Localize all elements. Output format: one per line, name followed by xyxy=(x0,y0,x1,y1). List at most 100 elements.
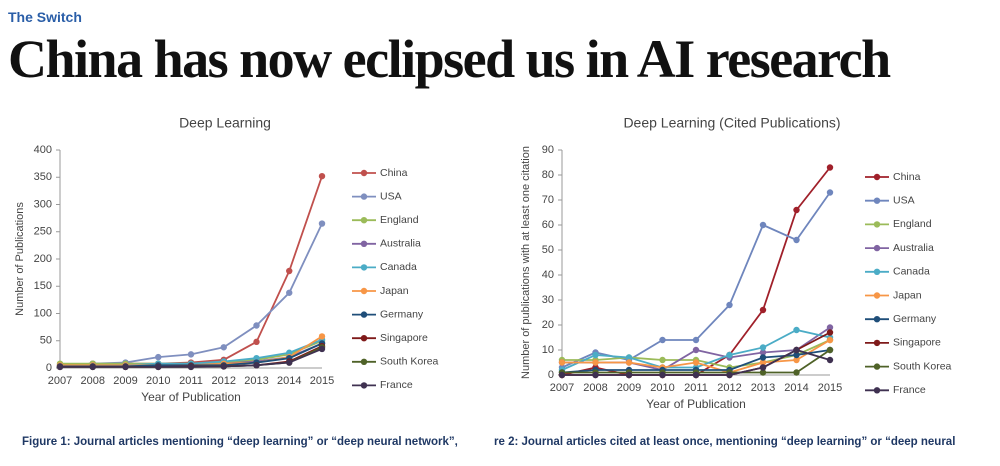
data-point xyxy=(625,359,633,366)
legend-label: Japan xyxy=(893,289,922,301)
data-point xyxy=(826,164,834,171)
y-axis-label: Number of Publications xyxy=(14,202,26,316)
data-point xyxy=(318,333,326,340)
x-tick-label: 2013 xyxy=(244,375,268,387)
x-tick-label: 2015 xyxy=(310,375,334,387)
data-point xyxy=(759,221,767,229)
y-tick-label: 350 xyxy=(34,171,52,183)
legend-marker xyxy=(360,240,368,247)
data-point xyxy=(558,359,566,366)
x-tick-label: 2010 xyxy=(146,375,170,387)
legend-marker xyxy=(873,268,881,275)
series-line xyxy=(59,175,323,367)
data-point xyxy=(220,344,227,351)
legend-marker xyxy=(873,316,881,323)
legend-marker xyxy=(360,169,368,177)
x-tick-label: 2011 xyxy=(684,382,708,394)
y-tick-label: 400 xyxy=(34,144,52,156)
x-tick-label: 2009 xyxy=(617,382,641,394)
y-tick-label: 90 xyxy=(542,144,554,156)
data-point xyxy=(759,359,767,366)
y-tick-label: 0 xyxy=(46,362,52,374)
data-point xyxy=(826,189,834,196)
y-tick-label: 20 xyxy=(542,319,554,331)
data-point xyxy=(726,371,733,379)
data-point xyxy=(793,326,800,334)
headline: China has now eclipsed us in AI research xyxy=(8,29,891,89)
data-point xyxy=(826,356,834,364)
data-point xyxy=(286,359,293,366)
legend-label: USA xyxy=(893,194,915,206)
data-point xyxy=(659,356,666,364)
data-point xyxy=(659,336,666,344)
x-tick-label: 2007 xyxy=(550,382,574,394)
figure-caption: Figure 1: Journal articles mentioning “d… xyxy=(22,436,458,448)
data-point xyxy=(318,172,326,180)
data-point xyxy=(726,351,733,359)
data-point xyxy=(793,346,800,354)
data-point xyxy=(659,371,666,379)
section-label[interactable]: The Switch xyxy=(8,9,82,25)
data-point xyxy=(318,220,326,227)
data-point xyxy=(56,363,64,371)
legend-label: Canada xyxy=(380,261,417,273)
y-tick-label: 300 xyxy=(34,198,52,210)
x-tick-label: 2012 xyxy=(717,382,741,394)
data-point xyxy=(759,354,767,361)
y-tick-label: 100 xyxy=(34,307,52,319)
y-tick-label: 50 xyxy=(542,244,554,256)
legend-marker xyxy=(360,287,368,295)
x-tick-label: 2014 xyxy=(784,382,808,394)
legend-label: France xyxy=(380,379,413,391)
legend-label: Singapore xyxy=(893,337,941,349)
legend-label: Singapore xyxy=(380,332,428,344)
y-tick-label: 200 xyxy=(34,253,52,265)
legend-marker xyxy=(873,387,881,394)
legend-label: England xyxy=(380,214,419,226)
data-point xyxy=(793,351,800,359)
y-tick-label: 80 xyxy=(542,169,554,181)
data-point xyxy=(759,349,767,356)
legend-marker xyxy=(360,311,368,318)
legend-marker xyxy=(873,173,881,181)
legend-marker xyxy=(360,217,368,224)
x-tick-label: 2014 xyxy=(277,375,301,387)
data-point xyxy=(726,301,733,309)
data-point xyxy=(122,363,129,371)
x-tick-label: 2013 xyxy=(751,382,775,394)
legend-label: Australia xyxy=(380,238,421,250)
data-point xyxy=(318,345,326,353)
data-point xyxy=(826,346,834,354)
data-point xyxy=(826,329,834,336)
x-tick-label: 2011 xyxy=(179,375,203,387)
chart-title: Deep Learning (Cited Publications) xyxy=(623,115,840,131)
data-point xyxy=(286,289,293,296)
legend-label: Australia xyxy=(893,242,934,254)
data-point xyxy=(155,363,162,371)
figure-caption: re 2: Journal articles cited at least on… xyxy=(494,436,955,448)
data-point xyxy=(253,338,260,346)
data-point xyxy=(187,363,195,371)
legend-marker xyxy=(360,358,368,365)
data-point xyxy=(592,351,599,359)
data-point xyxy=(692,371,700,379)
data-point xyxy=(793,356,800,364)
legend-label: China xyxy=(893,171,921,183)
data-point xyxy=(826,336,834,344)
y-tick-label: 50 xyxy=(40,335,52,347)
data-point xyxy=(692,336,700,344)
x-tick-label: 2008 xyxy=(81,375,105,387)
data-point xyxy=(253,362,260,369)
data-point xyxy=(759,306,767,314)
y-tick-label: 10 xyxy=(542,344,554,356)
data-point xyxy=(759,364,767,371)
data-point xyxy=(592,371,599,379)
series-line xyxy=(59,223,323,367)
x-tick-label: 2012 xyxy=(212,375,236,387)
legend-label: USA xyxy=(380,190,402,202)
legend-marker xyxy=(360,335,368,342)
x-tick-label: 2007 xyxy=(48,375,72,387)
data-point xyxy=(759,344,767,351)
